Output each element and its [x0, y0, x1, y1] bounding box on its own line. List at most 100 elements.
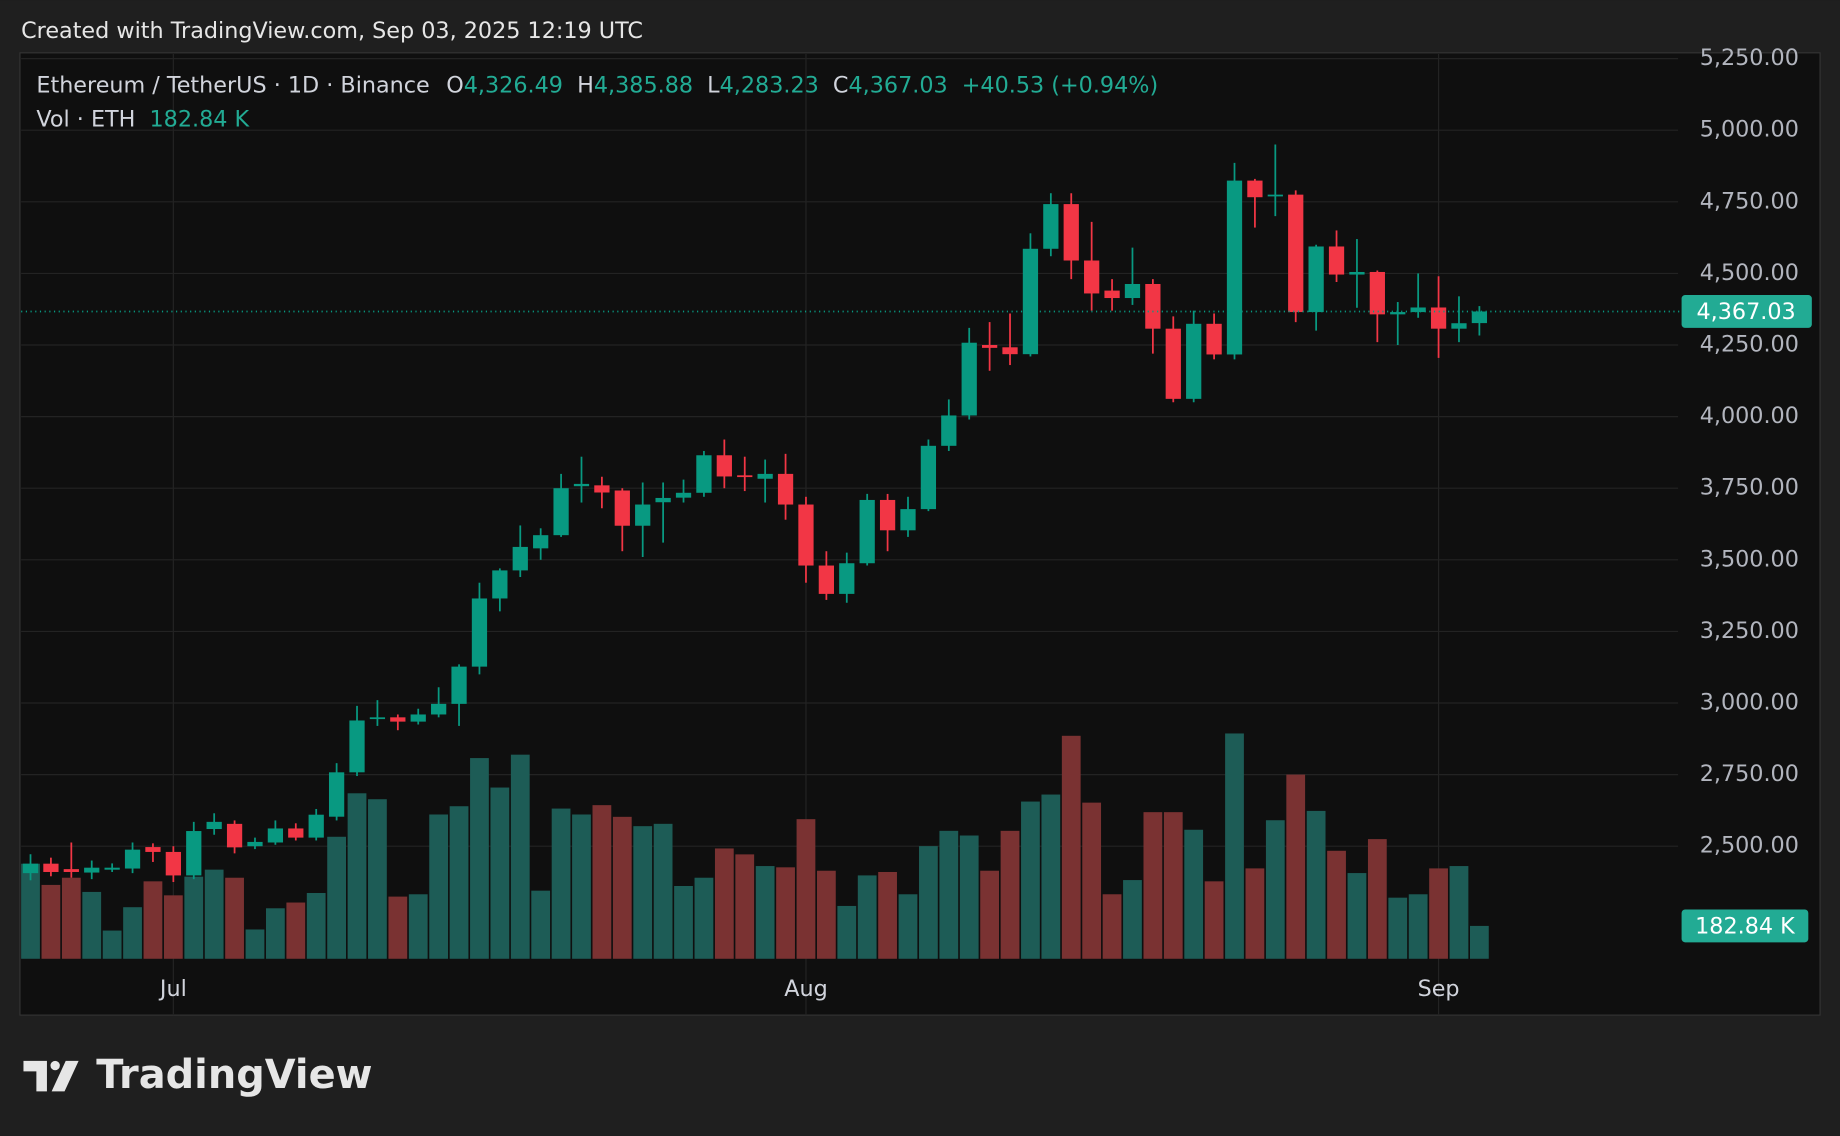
- candle-body: [675, 492, 692, 498]
- volume-bar: [368, 799, 387, 959]
- candle-body: [1369, 271, 1385, 315]
- candle-body: [1084, 260, 1100, 294]
- candle-body: [1186, 323, 1202, 399]
- volume-bar: [1469, 925, 1489, 959]
- volume-bar: [1306, 810, 1326, 959]
- y-tick-label: 3,500.00: [1700, 546, 1799, 572]
- volume-bar: [470, 758, 489, 959]
- last-volume-label: 182.84 K: [1695, 914, 1796, 940]
- y-tick-label: 4,750.00: [1700, 188, 1799, 214]
- candle-body: [328, 772, 345, 817]
- candle-body: [1267, 194, 1283, 197]
- low-value: 4,283.23: [720, 72, 819, 98]
- candle-body: [1390, 312, 1406, 315]
- volume-bar: [674, 885, 693, 959]
- volume-bar: [204, 869, 224, 959]
- volume-bar: [1041, 794, 1061, 959]
- candle-body: [553, 488, 569, 536]
- brand: TradingView: [96, 1052, 372, 1098]
- volume-bar: [592, 805, 612, 959]
- volume-bar: [510, 754, 530, 959]
- logo-mark: [23, 1060, 79, 1092]
- candle-body: [961, 342, 977, 416]
- volume-bar: [1082, 802, 1102, 959]
- candle-body: [635, 504, 651, 526]
- candle-body: [879, 499, 896, 531]
- volume-bar: [1021, 801, 1040, 959]
- volume-bar: [61, 877, 81, 959]
- volume-bar: [306, 893, 326, 959]
- candle-body: [84, 867, 100, 873]
- volume-bar: [776, 867, 795, 959]
- candle-body: [22, 863, 39, 874]
- caption: Created with TradingView.com, Sep 03, 20…: [21, 18, 643, 44]
- candle-body: [165, 851, 181, 876]
- volume-bar: [41, 884, 61, 959]
- candle-body: [1471, 311, 1488, 324]
- candle-body: [512, 546, 528, 571]
- candle-body: [1063, 204, 1079, 261]
- volume-label: Vol · ETH: [36, 106, 135, 132]
- volume-bar: [1123, 880, 1142, 959]
- volume-value: 182.84 K: [149, 106, 250, 132]
- volume-bar: [919, 846, 938, 959]
- candle-body: [349, 720, 365, 773]
- open-value: 4,326.49: [464, 72, 563, 98]
- candle-body: [63, 869, 79, 872]
- logo: TradingView: [23, 1052, 372, 1098]
- candle-body: [1308, 246, 1324, 313]
- candle-body: [308, 814, 324, 838]
- volume-bar: [490, 787, 510, 959]
- candle-body: [900, 509, 916, 531]
- volume-bar: [980, 870, 1000, 959]
- open-label: O: [446, 72, 464, 98]
- y-tick-label: 3,750.00: [1700, 475, 1799, 501]
- volume-bar: [1000, 830, 1020, 959]
- candle-body: [1002, 347, 1018, 355]
- volume-bar: [1265, 820, 1285, 959]
- x-tick-label: Jul: [158, 976, 187, 1002]
- x-tick-label: Aug: [784, 976, 828, 1002]
- y-tick-label: 4,250.00: [1700, 332, 1799, 358]
- volume-bar: [266, 908, 285, 959]
- candle-body: [1328, 246, 1345, 275]
- volume-bar: [551, 808, 571, 959]
- volume-bar: [633, 826, 653, 959]
- volume-bar: [1225, 733, 1244, 959]
- y-tick-label: 2,750.00: [1700, 761, 1799, 787]
- candle-body: [1043, 204, 1059, 249]
- y-tick-label: 4,500.00: [1700, 260, 1799, 286]
- volume-bar: [959, 835, 979, 959]
- last-price-box: [1681, 295, 1812, 328]
- volume-bar: [857, 875, 877, 959]
- volume-bar: [653, 823, 673, 959]
- candle-body: [594, 485, 610, 493]
- volume-bar: [1347, 873, 1367, 959]
- candle-body: [777, 473, 794, 505]
- y-tick-label: 3,250.00: [1700, 618, 1799, 644]
- volume-bar: [286, 902, 306, 959]
- close-label: C: [833, 72, 849, 98]
- volume-bar: [1184, 829, 1204, 959]
- candle-body: [696, 455, 712, 493]
- candle-body: [981, 345, 998, 348]
- candle-body: [390, 717, 406, 722]
- volume-bar: [102, 930, 122, 959]
- low-label: L: [707, 72, 720, 98]
- candle-body: [655, 497, 671, 503]
- close-value: 4,367.03: [848, 72, 947, 98]
- logo-dot: [50, 1060, 60, 1071]
- change: +40.53 (+0.94%): [962, 72, 1158, 98]
- candle-body: [1226, 180, 1243, 355]
- volume-bar: [388, 896, 408, 959]
- candle-body: [798, 504, 814, 566]
- last-volume-box: [1681, 909, 1809, 943]
- candle-body: [288, 828, 304, 838]
- volume-bar: [327, 836, 346, 959]
- candle-body: [451, 666, 467, 704]
- volume-title: Vol · ETH 182.84 K: [36, 106, 250, 132]
- candle-body: [186, 831, 202, 876]
- volume-bar: [1245, 868, 1265, 959]
- y-tick-label: 5,250.00: [1700, 45, 1799, 71]
